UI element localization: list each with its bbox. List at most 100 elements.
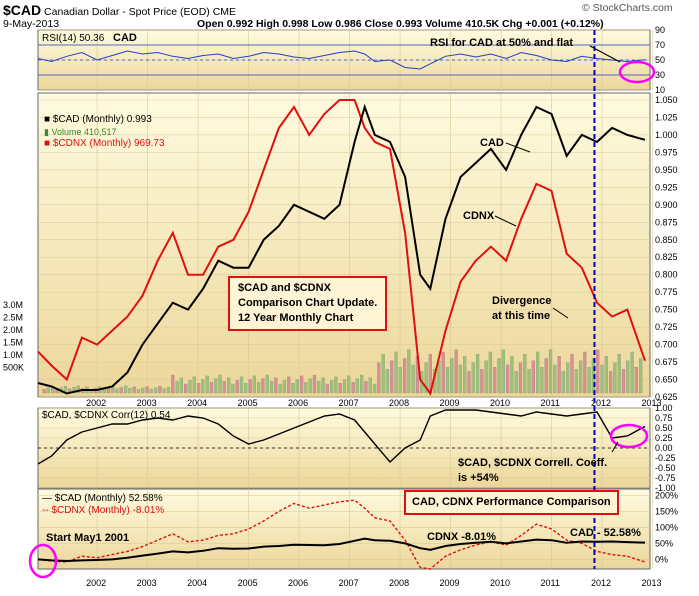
volume-bar [475, 354, 480, 394]
volume-bar [179, 377, 184, 394]
volume-bar [506, 364, 510, 394]
volume-bar [372, 383, 377, 394]
perf-tick-label: 150% [655, 506, 678, 516]
volume-bar [355, 378, 359, 394]
rsi-line [37, 50, 646, 70]
volume-bar [497, 358, 501, 394]
volume-bar [501, 349, 505, 394]
x-tick-label: 2006 [288, 578, 308, 588]
start-highlight-circle [28, 543, 58, 579]
cdnx-callout-line [494, 215, 517, 227]
volume-bar [72, 387, 76, 394]
volume-bar [124, 385, 128, 394]
x-tick-label: 2011 [541, 398, 560, 408]
rsi-value: RSI(14) 50.36 [42, 33, 105, 44]
volume-tick-label: 2.0M [3, 325, 23, 335]
perf-tick-label: 50% [655, 538, 673, 548]
volume-bar [514, 371, 518, 394]
x-tick-label: 2006 [288, 398, 308, 408]
price-legend: ■ $CAD (Monthly) 0.993 ▮ Volume 410,517 … [44, 114, 165, 150]
corr-callout-line [611, 441, 619, 453]
corr-tick-label: -0.50 [655, 463, 676, 473]
corr-note: $CAD, $CDNX Correll. Coeff. is +54% [458, 457, 608, 484]
price-tick-label: 1.025 [655, 112, 678, 122]
volume-bar [145, 386, 149, 394]
volume-bar [325, 383, 329, 394]
volume-bar [368, 377, 372, 394]
cad-label: CAD [480, 137, 504, 149]
volume-bar [364, 381, 368, 394]
volume-bar [282, 380, 287, 394]
divergence-note: Divergence at this time [492, 295, 552, 322]
volume-bar [613, 362, 617, 394]
volume-bar [398, 366, 402, 394]
x-tick-label: 2009 [440, 398, 460, 408]
volume-bar [626, 360, 630, 394]
price-tick-label: 0.850 [655, 235, 678, 245]
price-tick-label: 0.950 [655, 165, 678, 175]
volume-bar [596, 349, 600, 394]
price-tick-label: 0.825 [655, 252, 678, 262]
volume-tick-label: 1.0M [3, 350, 23, 360]
volume-bar [527, 369, 531, 394]
volume-bar [463, 356, 467, 394]
volume-bar [235, 380, 239, 394]
rsi-tick-label: 30 [655, 70, 665, 80]
volume-bar [557, 356, 561, 394]
volume-bar [46, 387, 50, 394]
volume-bar [510, 356, 514, 394]
perf-tick-label: 0% [655, 554, 668, 564]
volume-bar [411, 364, 415, 394]
volume-bar [166, 387, 171, 394]
exchange: CME [212, 6, 237, 18]
start-note: Start May1 2001 [46, 532, 130, 544]
cdnx-perf-note: CDNX -8.01% [427, 531, 497, 543]
volume-bar [548, 349, 553, 394]
volume-bar [274, 377, 278, 394]
corr-highlight-circle [609, 423, 649, 449]
cad-callout-line [505, 142, 531, 153]
x-tick-label: 2002 [86, 398, 106, 408]
volume-bar [265, 374, 269, 394]
volume-bar [480, 369, 484, 394]
volume-bar [158, 386, 162, 394]
volume-bar [617, 354, 621, 394]
volume-bar [351, 382, 355, 394]
title-box-line-1: $CAD and $CDNX [238, 282, 331, 294]
symbol: $CAD [3, 2, 42, 18]
price-tick-label: 0.650 [655, 375, 678, 385]
volume-bar [175, 381, 179, 394]
volume-bar [171, 374, 175, 394]
volume-bar [587, 366, 591, 394]
volume-bar [244, 383, 248, 394]
price-tick-label: 0.975 [655, 147, 678, 157]
correlation-line [37, 409, 646, 465]
volume-bar [523, 354, 527, 394]
x-tick-label: 2009 [440, 578, 460, 588]
volume-bar [141, 387, 145, 394]
rsi-tick-label: 50 [655, 55, 665, 65]
corr-tick-label: -0.25 [655, 453, 676, 463]
volume-bar [317, 381, 321, 394]
x-tick-label: 2005 [238, 578, 258, 588]
volume-bar [192, 376, 196, 394]
volume-bar [484, 360, 488, 394]
x-tick-label: 2005 [238, 398, 258, 408]
legend-cdnx: ■ $CDNX (Monthly) 969.73 [44, 138, 165, 149]
volume-bar [76, 385, 80, 394]
price-tick-label: 0.725 [655, 322, 678, 332]
title-box-line-2: Comparison Chart Update. [238, 297, 378, 309]
volume-bar [390, 360, 394, 394]
volume-bar [214, 378, 218, 394]
volume-bar [201, 379, 205, 394]
x-tick-label: 2008 [389, 398, 409, 408]
price-tick-label: 1.050 [655, 95, 678, 105]
x-tick-label: 2003 [137, 398, 157, 408]
volume-bar [574, 369, 578, 394]
volume-bar [304, 382, 308, 394]
x-tick-label: 2012 [591, 578, 611, 588]
volume-bar [454, 349, 458, 394]
divergence-callout-line [552, 307, 569, 319]
perf-box: CAD, CDNX Performance Comparison [404, 490, 619, 515]
corr-tick-label: 0.25 [655, 433, 673, 443]
